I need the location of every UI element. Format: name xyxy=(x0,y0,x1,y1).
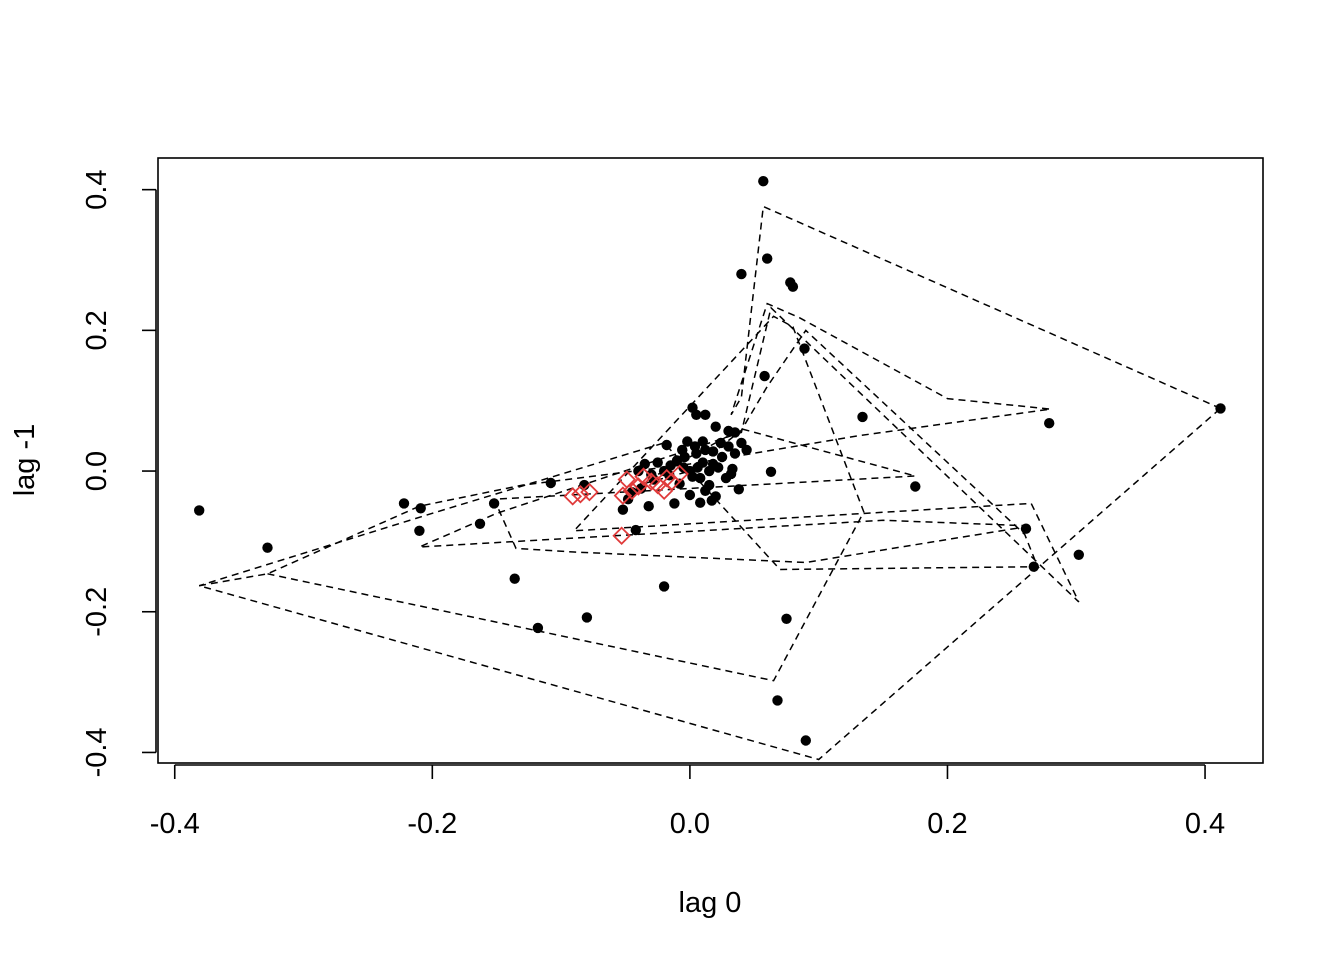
data-point xyxy=(707,446,719,457)
data-point xyxy=(414,525,425,536)
data-point xyxy=(799,343,810,354)
data-point xyxy=(415,503,426,514)
data-point xyxy=(652,457,663,468)
highlight-point xyxy=(613,486,633,505)
data-point xyxy=(262,542,273,553)
data-point xyxy=(910,481,921,492)
highlight-point xyxy=(571,484,590,504)
data-point xyxy=(639,458,650,470)
x-axis-label: lag 0 xyxy=(679,887,742,919)
data-point xyxy=(716,451,728,463)
y-tick-label: -0.2 xyxy=(81,587,113,637)
data-point xyxy=(509,573,520,584)
data-point xyxy=(682,436,693,447)
data-point xyxy=(677,444,688,456)
data-point xyxy=(720,472,732,484)
x-tick-label: 0.4 xyxy=(1185,808,1225,840)
data-point xyxy=(706,495,717,506)
highlight-point xyxy=(612,526,631,546)
data-point xyxy=(759,370,770,382)
data-point xyxy=(741,444,752,456)
data-point xyxy=(758,176,769,187)
data-point xyxy=(762,253,773,264)
data-point xyxy=(700,444,711,456)
data-point xyxy=(687,471,698,482)
points-layer xyxy=(194,176,1226,746)
x-axis: -0.4 -0.2 0.0 0.2 0.4 xyxy=(150,764,1225,840)
data-point xyxy=(689,441,701,452)
data-point xyxy=(729,427,741,438)
data-point xyxy=(695,497,706,508)
data-point xyxy=(704,465,715,477)
data-point xyxy=(684,489,696,501)
data-point xyxy=(800,735,811,746)
data-point xyxy=(1044,418,1055,429)
data-point xyxy=(194,505,205,516)
dashed-path-2 xyxy=(198,205,1221,761)
data-point xyxy=(781,613,792,624)
y-axis: -0.4 -0.2 0.0 0.2 0.4 xyxy=(81,169,157,777)
x-tick-label: 0.2 xyxy=(927,808,967,840)
data-point xyxy=(661,439,672,451)
data-point xyxy=(674,478,685,489)
data-point xyxy=(643,501,654,512)
dashed-trajectory-layer xyxy=(198,205,1221,761)
data-point xyxy=(545,477,556,489)
data-point xyxy=(736,268,747,280)
data-point xyxy=(787,281,799,292)
data-point xyxy=(727,463,738,475)
y-axis-label: lag -1 xyxy=(9,424,41,497)
highlight-point xyxy=(563,487,582,506)
plot-frame xyxy=(157,157,1264,764)
highlight-point xyxy=(580,482,599,502)
data-point xyxy=(398,498,410,509)
data-point xyxy=(772,695,783,706)
data-point xyxy=(1215,403,1226,414)
data-point xyxy=(630,524,641,536)
data-point xyxy=(581,612,593,623)
x-tick-label: -0.2 xyxy=(407,808,457,840)
y-tick-label: -0.4 xyxy=(81,727,113,777)
data-point xyxy=(474,518,486,529)
data-point xyxy=(633,465,644,477)
data-point xyxy=(658,581,670,592)
data-point xyxy=(710,421,721,432)
data-point xyxy=(697,436,708,447)
highlight-point xyxy=(670,464,689,484)
data-point xyxy=(695,472,706,484)
data-point xyxy=(532,622,544,634)
data-point xyxy=(488,498,500,509)
data-point xyxy=(1020,523,1032,534)
data-point xyxy=(700,485,711,496)
data-point xyxy=(715,437,726,449)
data-point xyxy=(617,504,629,515)
y-tick-label: 0.0 xyxy=(81,451,113,491)
data-point xyxy=(691,409,702,420)
y-tick-label: 0.4 xyxy=(81,169,113,209)
data-point xyxy=(692,462,703,473)
data-point xyxy=(729,448,741,459)
data-point xyxy=(713,462,724,473)
data-point xyxy=(733,484,744,495)
highlight-point xyxy=(634,467,653,486)
data-point xyxy=(669,498,680,509)
x-tick-label: -0.4 xyxy=(150,808,200,840)
x-tick-label: 0.0 xyxy=(670,808,710,840)
data-point xyxy=(1028,561,1040,572)
data-point xyxy=(700,409,711,420)
data-point xyxy=(765,466,777,477)
data-point xyxy=(857,411,868,423)
dashed-path-3 xyxy=(198,306,1080,682)
y-tick-label: 0.2 xyxy=(81,310,113,350)
data-point xyxy=(1073,549,1085,560)
highlight-point xyxy=(622,481,642,501)
